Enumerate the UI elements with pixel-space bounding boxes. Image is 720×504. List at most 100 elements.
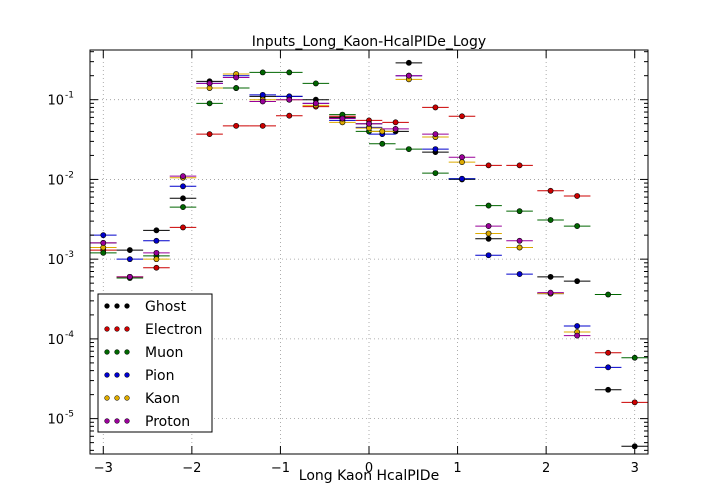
data-point-muon bbox=[574, 223, 581, 229]
y-tick-label-exponent: -1 bbox=[65, 91, 74, 101]
data-point-muon bbox=[259, 69, 266, 76]
data-point-muon bbox=[432, 170, 439, 177]
legend-marker-ghost bbox=[104, 303, 110, 309]
legend-label-electron: Electron bbox=[145, 322, 202, 338]
data-point-muon bbox=[485, 202, 492, 209]
legend-marker-kaon bbox=[114, 395, 120, 401]
data-point-pion bbox=[485, 252, 492, 259]
y-tick-label: 10 bbox=[47, 94, 64, 109]
data-point-electron bbox=[206, 131, 213, 138]
legend-marker-muon bbox=[114, 349, 120, 355]
data-point-electron bbox=[574, 193, 581, 199]
data-point-pion bbox=[459, 175, 465, 182]
x-tick-label: −2 bbox=[182, 461, 201, 476]
legend-label-kaon: Kaon bbox=[145, 391, 180, 407]
data-point-muon bbox=[100, 249, 107, 256]
y-tick-label-exponent: -2 bbox=[65, 170, 74, 180]
legend-marker-kaon bbox=[104, 395, 110, 401]
legend-marker-muon bbox=[124, 349, 130, 355]
legend-marker-pion bbox=[124, 372, 130, 378]
data-point-muon bbox=[605, 291, 612, 298]
data-point-ghost bbox=[126, 247, 133, 253]
data-point-ghost bbox=[153, 227, 160, 234]
legend-marker-muon bbox=[104, 349, 110, 355]
data-point-pion bbox=[100, 232, 107, 239]
data-point-muon bbox=[405, 146, 412, 153]
y-tick-label: 10 bbox=[47, 333, 64, 348]
legend-marker-proton bbox=[124, 418, 130, 424]
data-point-ghost bbox=[574, 278, 581, 285]
data-point-proton bbox=[233, 74, 240, 81]
x-tick-label: 0 bbox=[365, 461, 373, 476]
data-point-proton bbox=[547, 289, 554, 296]
data-series bbox=[90, 59, 648, 450]
data-point-pion bbox=[432, 146, 439, 153]
legend-marker-electron bbox=[114, 326, 120, 332]
data-point-muon bbox=[516, 208, 523, 215]
data-point-pion bbox=[574, 323, 581, 329]
legend-marker-proton bbox=[114, 418, 120, 424]
x-tick-label: 2 bbox=[542, 461, 550, 476]
x-tick-label: 1 bbox=[453, 461, 461, 476]
legend-box bbox=[97, 293, 213, 433]
legend-label-pion: Pion bbox=[145, 368, 174, 384]
y-tick-label: 10 bbox=[47, 253, 64, 268]
data-point-kaon bbox=[379, 128, 386, 135]
data-point-proton bbox=[286, 96, 293, 103]
legend-label-muon: Muon bbox=[145, 345, 183, 361]
data-point-electron bbox=[485, 162, 492, 169]
data-point-proton bbox=[392, 126, 399, 132]
data-point-proton bbox=[180, 173, 186, 180]
data-point-electron bbox=[432, 104, 439, 111]
data-point-electron bbox=[233, 122, 240, 129]
legend-marker-ghost bbox=[114, 303, 120, 309]
data-point-electron bbox=[153, 264, 160, 271]
legend-label-ghost: Ghost bbox=[145, 299, 187, 315]
series-proton bbox=[90, 72, 591, 339]
data-point-ghost bbox=[405, 59, 412, 66]
legend-marker-pion bbox=[104, 372, 110, 378]
data-point-electron bbox=[547, 187, 554, 194]
data-point-proton bbox=[259, 98, 266, 105]
data-point-pion bbox=[126, 256, 133, 263]
data-point-proton bbox=[153, 249, 160, 256]
data-point-ghost bbox=[605, 386, 612, 393]
data-point-electron bbox=[180, 224, 186, 231]
data-point-electron bbox=[286, 112, 293, 119]
chart-title: Inputs_Long_Kaon-HcalPIDe_Logy bbox=[252, 34, 486, 50]
data-point-electron bbox=[259, 122, 266, 129]
data-point-proton bbox=[574, 332, 581, 339]
data-point-proton bbox=[100, 239, 107, 246]
series-electron bbox=[90, 103, 648, 406]
data-point-proton bbox=[206, 80, 213, 87]
data-point-proton bbox=[459, 154, 465, 161]
data-point-ghost bbox=[180, 195, 186, 202]
data-point-proton bbox=[485, 223, 492, 229]
y-tick-label: 10 bbox=[47, 413, 64, 428]
data-point-proton bbox=[312, 100, 319, 107]
data-point-electron bbox=[516, 162, 523, 169]
data-point-proton bbox=[339, 115, 346, 122]
y-tick-label: 10 bbox=[47, 173, 64, 188]
data-point-pion bbox=[516, 271, 523, 277]
data-point-pion bbox=[259, 91, 266, 98]
data-point-proton bbox=[366, 120, 372, 127]
legend-marker-kaon bbox=[124, 395, 130, 401]
x-tick-label: 3 bbox=[631, 461, 639, 476]
data-point-muon bbox=[547, 217, 554, 223]
legend-marker-electron bbox=[124, 326, 130, 332]
data-point-kaon bbox=[153, 256, 160, 263]
data-point-ghost bbox=[547, 273, 554, 280]
data-point-muon bbox=[312, 80, 319, 87]
data-point-electron bbox=[392, 119, 399, 126]
legend: Ghost Electron Muon Pion Kaon Proton bbox=[97, 293, 213, 433]
x-tick-label: −1 bbox=[271, 461, 290, 476]
axes: −3 −2 −1 0 1 2 310-510-410-310-210-1 bbox=[47, 50, 648, 476]
legend-marker-ghost bbox=[124, 303, 130, 309]
legend-marker-pion bbox=[114, 372, 120, 378]
data-point-electron bbox=[631, 399, 638, 406]
data-point-pion bbox=[153, 237, 160, 244]
data-point-electron bbox=[459, 113, 465, 120]
data-point-proton bbox=[432, 131, 439, 138]
